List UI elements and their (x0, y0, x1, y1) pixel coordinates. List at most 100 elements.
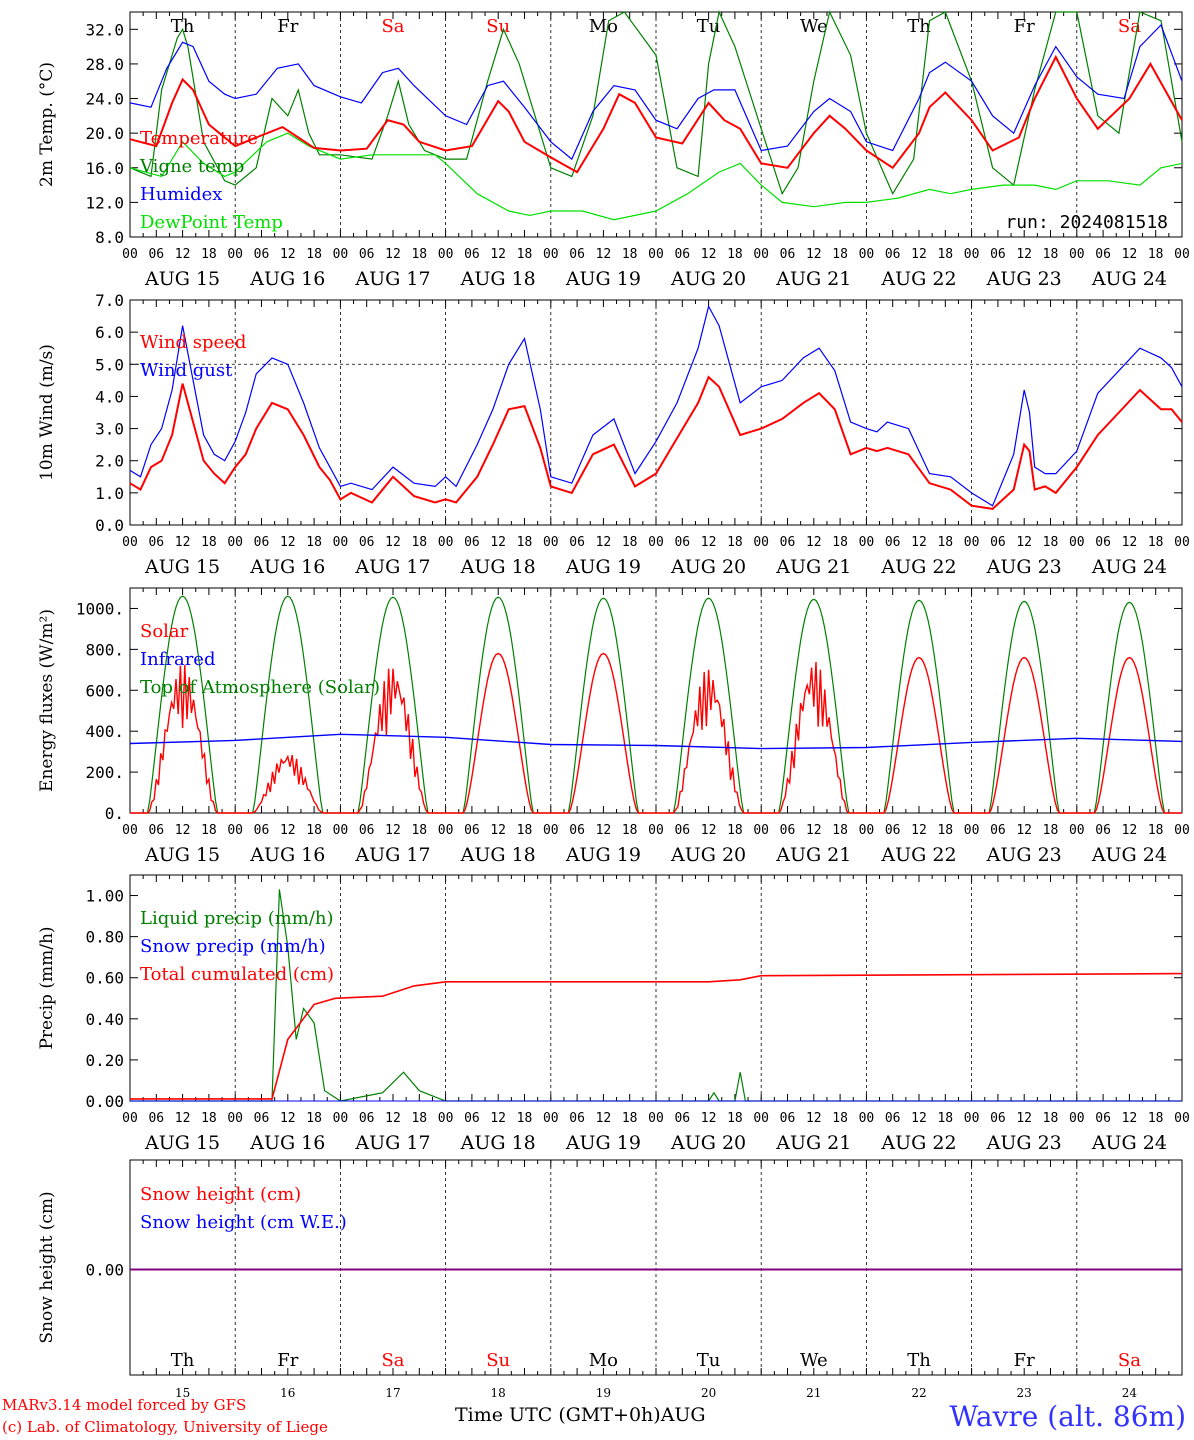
hour-label: 18 (937, 823, 953, 838)
hour-label: 06 (1095, 823, 1111, 838)
hour-label: 12 (280, 247, 296, 262)
hour-label: 06 (254, 535, 270, 550)
y-tick-label: 5.0 (95, 355, 124, 374)
y-axis-label: 2m Temp. (°C) (37, 62, 57, 187)
hour-label: 18 (937, 1111, 953, 1126)
hour-label: 00 (964, 247, 980, 262)
hour-label: 00 (122, 823, 138, 838)
date-label: AUG 21 (775, 844, 851, 866)
hour-label: 12 (385, 823, 401, 838)
hour-label: 12 (806, 247, 822, 262)
hour-label: 06 (569, 247, 585, 262)
y-tick-label: 7.0 (95, 291, 124, 310)
hour-label: 18 (201, 1111, 217, 1126)
date-label: AUG 15 (144, 1132, 220, 1154)
date-label: AUG 19 (565, 1132, 641, 1154)
hour-label: 18 (727, 247, 743, 262)
hour-label: 18 (832, 823, 848, 838)
legend-entry: Snow height (cm) (140, 1184, 301, 1205)
hour-label: 12 (1016, 247, 1032, 262)
y-tick-label: 20.0 (85, 124, 124, 143)
hour-label: 18 (517, 247, 533, 262)
date-label: AUG 15 (144, 844, 220, 866)
legend-entry: Liquid precip (mm/h) (140, 908, 334, 929)
day-name-top: Th (171, 16, 195, 37)
hour-label: 12 (280, 1111, 296, 1126)
series-line-2 (129, 23, 1183, 161)
legend-entry: DewPoint Temp (140, 212, 283, 233)
date-label: AUG 18 (460, 556, 536, 578)
hour-label: 00 (859, 1111, 875, 1126)
y-tick-label: 400. (85, 722, 124, 741)
hour-label: 06 (359, 823, 375, 838)
hour-label: 06 (1095, 535, 1111, 550)
hour-label: 06 (885, 247, 901, 262)
run-label: run: 2024081518 (1005, 212, 1168, 233)
date-label: AUG 22 (880, 556, 956, 578)
hour-label: 18 (832, 535, 848, 550)
legend-entry: Humidex (140, 184, 222, 205)
hour-label: 12 (1122, 823, 1138, 838)
date-label: AUG 19 (565, 844, 641, 866)
time-label: Time UTC (GMT+0h) (455, 1404, 661, 1426)
day-number: 22 (911, 1386, 926, 1400)
legend-entry: Top of Atmosphere (Solar) (140, 677, 380, 698)
station-name: Wavre (alt. 86m) (949, 1400, 1186, 1433)
date-label: AUG 21 (775, 268, 851, 290)
hour-label: 18 (1043, 535, 1059, 550)
total-cumulated-line (130, 972, 1183, 1100)
hour-label: 00 (964, 535, 980, 550)
hour-label: 06 (990, 1111, 1006, 1126)
hour-label: 12 (911, 1111, 927, 1126)
y-tick-label: 0.00 (85, 1261, 124, 1280)
date-label: AUG 23 (986, 1132, 1062, 1154)
panel-frame (129, 587, 1183, 814)
day-number: 23 (1017, 1386, 1032, 1400)
hour-label: 00 (543, 823, 559, 838)
hour-label: 00 (859, 823, 875, 838)
hour-label: 00 (648, 535, 664, 550)
hour-label: 18 (1148, 1111, 1164, 1126)
date-label: AUG 17 (354, 844, 430, 866)
hour-label: 12 (701, 535, 717, 550)
hour-label: 06 (885, 823, 901, 838)
wind-speed-line (129, 375, 1183, 510)
day-number: 24 (1122, 1386, 1138, 1400)
y-axis-label: Energy fluxes (W/m²) (37, 609, 57, 792)
hour-label: 06 (1095, 1111, 1111, 1126)
hour-label: 18 (937, 535, 953, 550)
day-name-top: Fr (277, 16, 298, 37)
hour-label: 00 (438, 823, 454, 838)
date-label: AUG 23 (986, 844, 1062, 866)
hour-label: 00 (859, 535, 875, 550)
hour-label: 00 (227, 823, 243, 838)
hour-label: 12 (596, 823, 612, 838)
hour-label: 06 (569, 535, 585, 550)
y-tick-label: 2.0 (95, 452, 124, 471)
hour-label: 12 (490, 535, 506, 550)
hour-label: 06 (254, 1111, 270, 1126)
hour-label: 18 (201, 247, 217, 262)
day-name-top: Th (907, 16, 931, 37)
hour-label: 12 (490, 247, 506, 262)
hour-label: 06 (569, 823, 585, 838)
hour-label: 18 (622, 1111, 638, 1126)
legend-entry: Total cumulated (cm) (140, 964, 334, 985)
hour-label: 06 (990, 247, 1006, 262)
hour-label: 06 (464, 247, 480, 262)
date-label: AUG 15 (144, 268, 220, 290)
hour-label: 00 (964, 1111, 980, 1126)
hour-label: 00 (227, 1111, 243, 1126)
date-label: AUG 21 (775, 1132, 851, 1154)
legend-entry: Infrared (140, 649, 215, 670)
hour-label: 18 (306, 823, 322, 838)
y-tick-label: 32.0 (85, 20, 124, 39)
hour-label: 06 (780, 535, 796, 550)
day-number: 18 (491, 1386, 506, 1400)
hour-label: 18 (727, 823, 743, 838)
y-tick-label: 1.0 (95, 484, 124, 503)
day-name-top: Mo (589, 16, 618, 37)
hour-label: 06 (359, 247, 375, 262)
y-tick-label: 24.0 (85, 90, 124, 109)
y-tick-label: 28.0 (85, 55, 124, 74)
